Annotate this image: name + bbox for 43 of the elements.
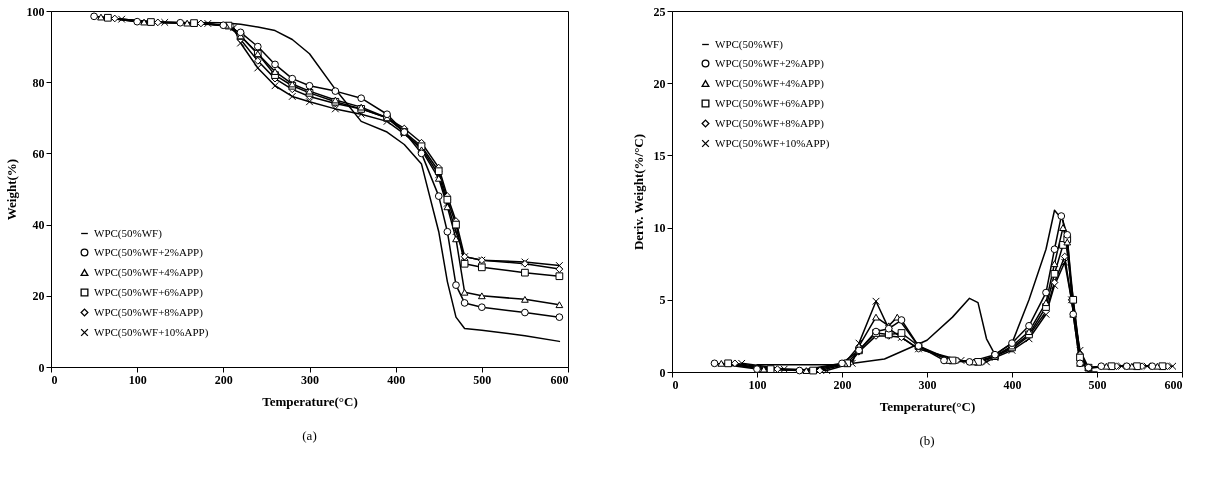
y-tick-label: 10 bbox=[653, 221, 666, 236]
y-tick-label: 5 bbox=[659, 293, 666, 308]
y-tick-label: 20 bbox=[32, 289, 45, 304]
legend-label: WPC(50%WF+4%APP) bbox=[94, 265, 204, 279]
legend-label: WPC(50%WF+6%APP) bbox=[715, 96, 825, 110]
legend-label: WPC(50%WF+8%APP) bbox=[715, 116, 825, 130]
x-tick-label: 300 bbox=[301, 372, 319, 387]
x-tick-label: 500 bbox=[1088, 377, 1107, 392]
y-axis-title: Deriv. Weight(%/°C) bbox=[630, 133, 646, 251]
legend-label: WPC(50%WF+6%APP) bbox=[94, 285, 204, 299]
legend-label: WPC(50%WF) bbox=[94, 226, 163, 240]
x-tick-label: 400 bbox=[1003, 377, 1022, 392]
text: (b) bbox=[919, 433, 935, 448]
x-axis-title: Temperature(°C) bbox=[879, 398, 976, 414]
x-tick-label: 100 bbox=[128, 372, 147, 387]
legend-label: WPC(50%WF) bbox=[715, 37, 784, 51]
x-tick-label: 200 bbox=[214, 372, 233, 387]
x-tick-label: 300 bbox=[918, 377, 937, 392]
x-tick-label: 600 bbox=[1164, 377, 1183, 392]
y-tick-label: 15 bbox=[653, 148, 666, 163]
y-tick-label: 20 bbox=[653, 76, 666, 91]
legend-label: WPC(50%WF+10%APP) bbox=[94, 325, 209, 339]
x-tick-label: 0 bbox=[672, 377, 679, 392]
y-tick-label: 80 bbox=[32, 75, 45, 90]
y-axis-title: Weight(%) bbox=[3, 158, 19, 221]
legend-label: WPC(50%WF+10%APP) bbox=[715, 136, 830, 150]
y-tick-label: 100 bbox=[26, 4, 45, 19]
x-tick-label: 400 bbox=[387, 372, 406, 387]
x-tick-label: 200 bbox=[833, 377, 852, 392]
y-tick-label: 0 bbox=[38, 360, 45, 375]
legend-label: WPC(50%WF+2%APP) bbox=[715, 56, 825, 70]
legend-label: WPC(50%WF+4%APP) bbox=[715, 76, 825, 90]
legend-label: WPC(50%WF+8%APP) bbox=[94, 305, 204, 319]
x-axis-title: Temperature(°C) bbox=[262, 393, 358, 409]
x-tick-label: 0 bbox=[51, 372, 58, 387]
y-tick-label: 25 bbox=[653, 4, 666, 19]
x-tick-label: 500 bbox=[473, 372, 492, 387]
x-tick-label: 100 bbox=[748, 377, 767, 392]
y-tick-label: 40 bbox=[32, 218, 45, 233]
legend-label: WPC(50%WF+2%APP) bbox=[94, 245, 204, 259]
text: (a) bbox=[302, 428, 317, 443]
y-tick-label: 60 bbox=[32, 146, 45, 161]
x-tick-label: 600 bbox=[550, 372, 569, 387]
